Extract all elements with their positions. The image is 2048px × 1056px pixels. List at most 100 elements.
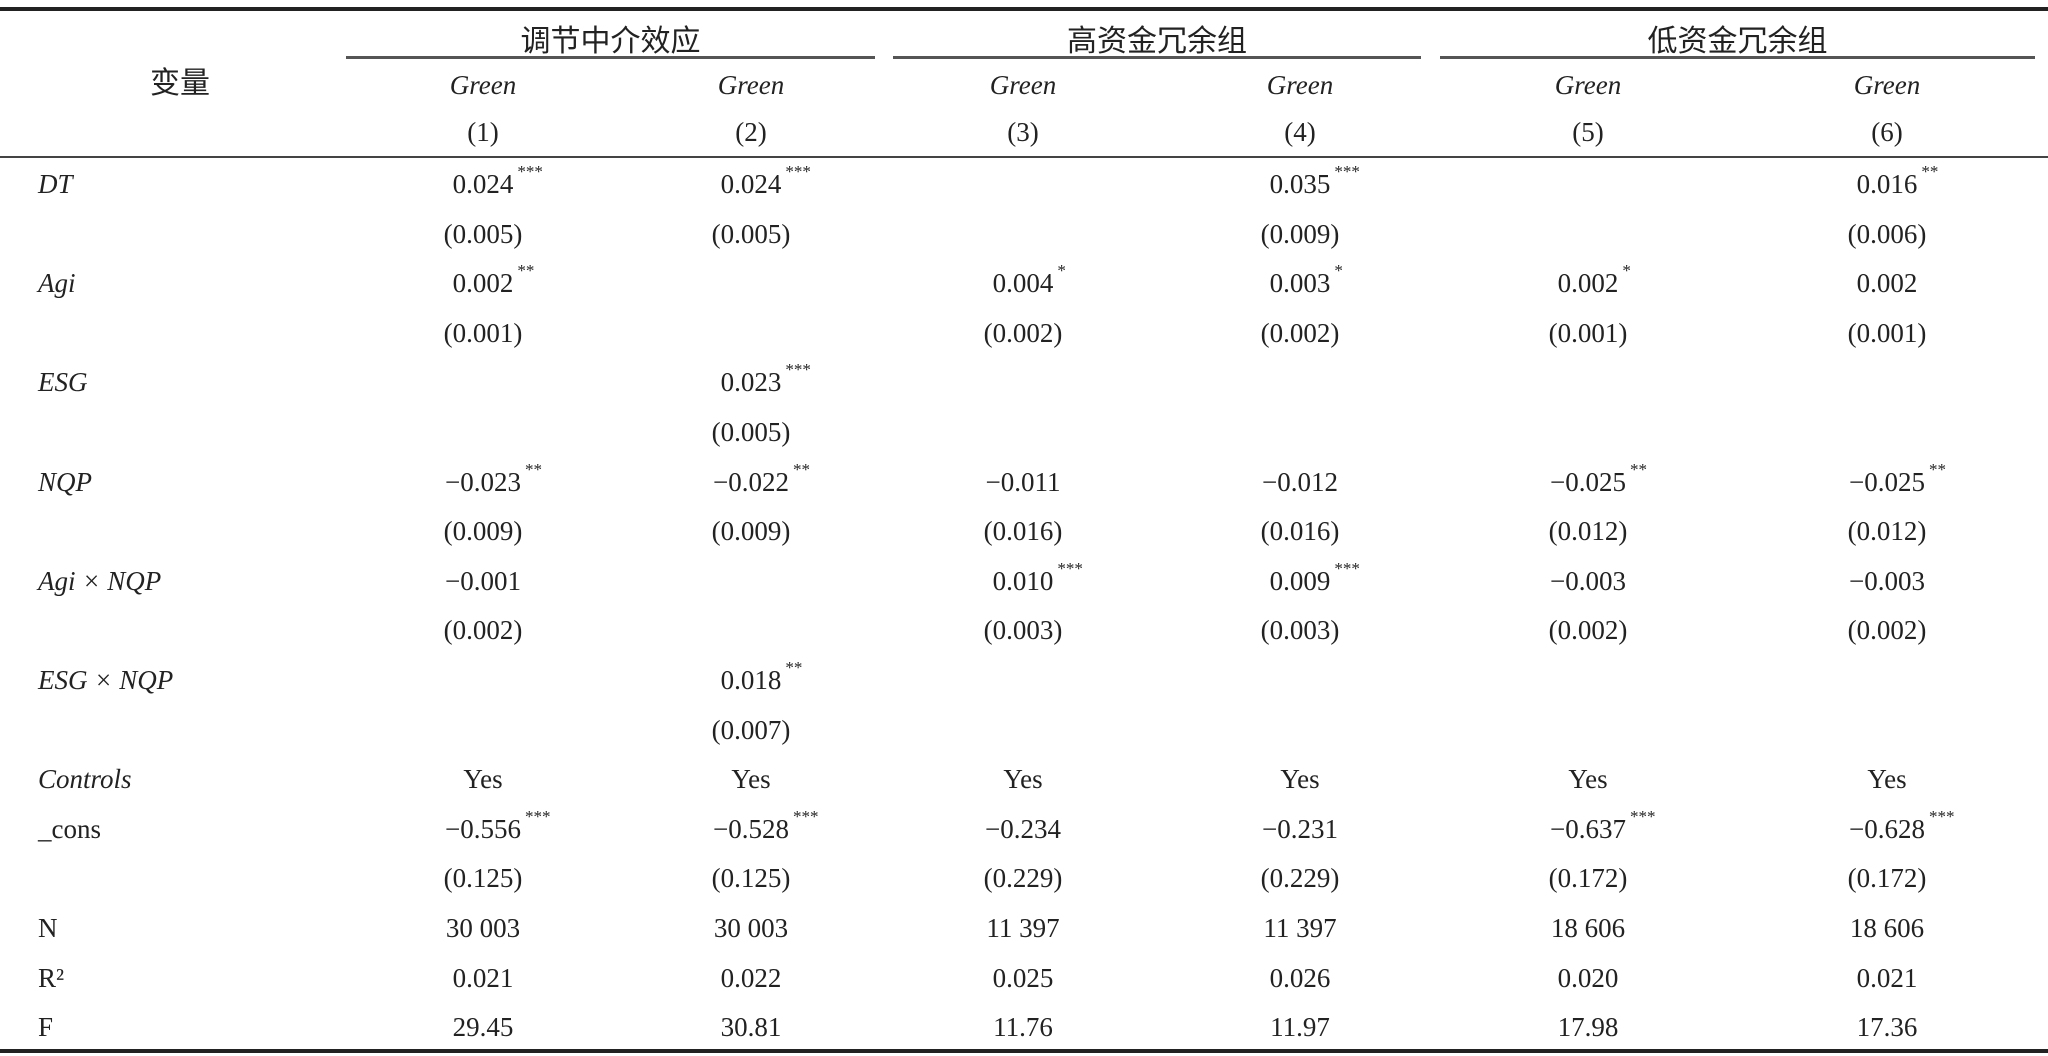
coefficient-cell: 0.023 *** <box>631 360 871 402</box>
standard-error-cell: (0.003) <box>983 615 1063 646</box>
coefficient-value: 0.021 <box>1856 962 1918 993</box>
row-label: Controls <box>38 764 132 795</box>
coefficient-cell: 0.003 * <box>1180 261 1420 303</box>
coefficient-value: 11.76 <box>993 1012 1053 1043</box>
coefficient-cell: 0.010 *** <box>903 559 1143 601</box>
coefficient-cell: 0.021 <box>363 958 603 998</box>
standard-error-cell: (0.001) <box>443 317 523 348</box>
coefficient-cell: −0.025 ** <box>1468 460 1708 502</box>
coefficient-value: 0.002 <box>1856 268 1918 299</box>
coefficient-cell: 11.76 <box>903 1007 1143 1047</box>
coefficient-cell: 18 606 <box>1468 908 1708 948</box>
significance-stars: *** <box>1057 558 1083 578</box>
coefficient-cell: Yes <box>1180 759 1420 799</box>
coefficient-cell: 18 606 <box>1767 908 2007 948</box>
significance-stars: * <box>1057 261 1066 281</box>
coefficient-value: Yes <box>1280 764 1320 795</box>
coefficient-cell: 0.020 <box>1468 958 1708 998</box>
coefficient-cell: −0.234 <box>903 809 1143 849</box>
significance-stars: *** <box>1928 806 1955 826</box>
coefficient-cell: 0.002 * <box>1468 261 1708 303</box>
group-header-high-slack: 高资金冗余组 <box>1067 25 1247 58</box>
significance-stars: *** <box>1334 558 1360 578</box>
header-rule <box>0 156 2048 158</box>
coefficient-value: 0.002 * <box>1558 261 1631 303</box>
coefficient-cell: 0.016 ** <box>1767 162 2007 204</box>
significance-stars: ** <box>785 658 803 677</box>
coefficient-cell: 0.002 ** <box>363 261 603 303</box>
standard-error-cell: (0.229) <box>1260 863 1340 894</box>
coefficient-cell: 0.035 *** <box>1180 162 1420 204</box>
coefficient-cell: Yes <box>1767 759 2007 799</box>
significance-stars: *** <box>792 806 819 826</box>
standard-error-cell: (0.016) <box>1260 516 1340 547</box>
coefficient-cell <box>903 660 1143 700</box>
standard-error-cell <box>363 710 603 750</box>
significance-stars: ** <box>517 261 535 281</box>
coefficient-value: 17.98 <box>1557 1012 1619 1043</box>
coefficient-value: 0.004 * <box>993 261 1066 303</box>
coefficient-value: −0.231 <box>1262 813 1338 844</box>
coefficient-value: 18 606 <box>1849 913 1925 943</box>
standard-error-cell: (0.006) <box>1847 218 1927 249</box>
row-label: ESG × NQP <box>38 665 174 695</box>
coefficient-cell: 17.36 <box>1767 1007 2007 1047</box>
coefficient-value: −0.528 *** <box>713 807 818 849</box>
dependent-variable-header: Green <box>1853 70 1921 100</box>
coefficient-value: 0.018 ** <box>721 658 803 700</box>
coefficient-cell: 11 397 <box>903 908 1143 948</box>
coefficient-value: −0.001 <box>445 565 521 596</box>
coefficient-value: −0.022 ** <box>713 460 810 502</box>
row-label: DT <box>38 169 73 199</box>
coefficient-value: 0.009 *** <box>1270 559 1360 601</box>
standard-error-cell: (0.229) <box>983 863 1063 894</box>
coefficient-cell: 30 003 <box>363 908 603 948</box>
coefficient-value: 0.035 *** <box>1270 162 1360 204</box>
coefficient-value: 30 003 <box>713 913 789 943</box>
coefficient-value: 30 003 <box>445 913 521 943</box>
coefficient-cell: 0.018 ** <box>631 658 871 700</box>
dependent-variable-header: Green <box>1266 70 1334 100</box>
coefficient-cell: 0.021 <box>1767 958 2007 998</box>
coefficient-value: −0.011 <box>985 466 1061 497</box>
standard-error-cell: (0.005) <box>711 417 791 447</box>
significance-stars: ** <box>1629 459 1647 479</box>
coefficient-cell: 0.025 <box>903 958 1143 998</box>
coefficient-value: −0.025 ** <box>1550 460 1647 502</box>
coefficient-cell: −0.231 <box>1180 809 1420 849</box>
standard-error-cell <box>1767 710 2007 750</box>
standard-error-cell: (0.007) <box>711 714 791 745</box>
coefficient-value: Yes <box>1867 764 1907 795</box>
coefficient-value: 18 606 <box>1550 913 1626 943</box>
coefficient-value: 29.45 <box>452 1012 514 1043</box>
coefficient-cell: 0.024 *** <box>631 162 871 204</box>
significance-stars: *** <box>517 162 543 181</box>
significance-stars: *** <box>1629 806 1656 826</box>
coefficient-value: 0.025 <box>992 962 1054 993</box>
coefficient-cell: 0.009 *** <box>1180 559 1420 601</box>
coefficient-value: 0.021 <box>452 962 514 993</box>
dependent-variable-header: Green <box>1554 70 1622 100</box>
significance-stars: * <box>1334 261 1343 281</box>
group-underline <box>893 56 1421 59</box>
column-number: (1) <box>467 117 499 147</box>
group-underline <box>1440 56 2035 59</box>
coefficient-cell: 17.98 <box>1468 1007 1708 1047</box>
significance-stars: ** <box>1921 162 1939 181</box>
standard-error-cell: (0.002) <box>443 615 523 646</box>
coefficient-cell: 30.81 <box>631 1007 871 1047</box>
dependent-variable-header: Green <box>449 70 517 100</box>
standard-error-cell: (0.005) <box>711 218 791 249</box>
coefficient-cell: −0.022 ** <box>631 460 871 502</box>
coefficient-value: −0.012 <box>1262 466 1338 497</box>
column-number: (6) <box>1871 117 1903 147</box>
coefficient-cell: −0.556 *** <box>363 807 603 849</box>
significance-stars: *** <box>524 806 551 826</box>
coefficient-value: Yes <box>731 764 771 795</box>
standard-error-cell <box>903 412 1143 452</box>
coefficient-cell: −0.025 ** <box>1767 460 2007 502</box>
significance-stars: ** <box>792 459 810 479</box>
row-label: Agi × NQP <box>38 565 162 596</box>
coefficient-cell: −0.003 <box>1767 561 2007 601</box>
standard-error-cell <box>631 610 871 650</box>
